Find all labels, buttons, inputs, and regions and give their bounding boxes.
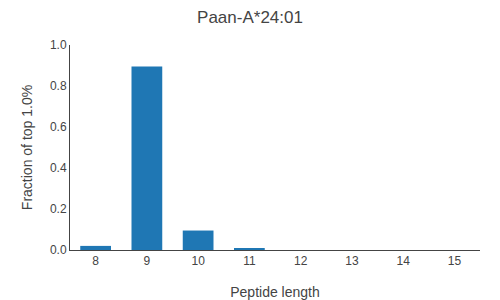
svg-text:Fraction of top 1.0%: Fraction of top 1.0% [19, 85, 35, 210]
svg-text:10: 10 [191, 254, 205, 268]
svg-text:0.8: 0.8 [50, 79, 67, 93]
svg-text:0.2: 0.2 [50, 202, 67, 216]
svg-text:Peptide length: Peptide length [230, 284, 320, 300]
svg-text:0.0: 0.0 [50, 243, 67, 257]
svg-text:12: 12 [294, 254, 308, 268]
svg-text:0.6: 0.6 [50, 120, 67, 134]
svg-text:0.4: 0.4 [50, 161, 67, 175]
svg-text:13: 13 [345, 254, 359, 268]
svg-text:9: 9 [144, 254, 151, 268]
svg-text:11: 11 [243, 254, 256, 268]
svg-text:14: 14 [396, 254, 410, 268]
svg-text:15: 15 [448, 254, 462, 268]
svg-text:1.0: 1.0 [50, 38, 67, 52]
svg-text:8: 8 [92, 254, 99, 268]
svg-text:Paan-A*24:01: Paan-A*24:01 [197, 8, 303, 27]
